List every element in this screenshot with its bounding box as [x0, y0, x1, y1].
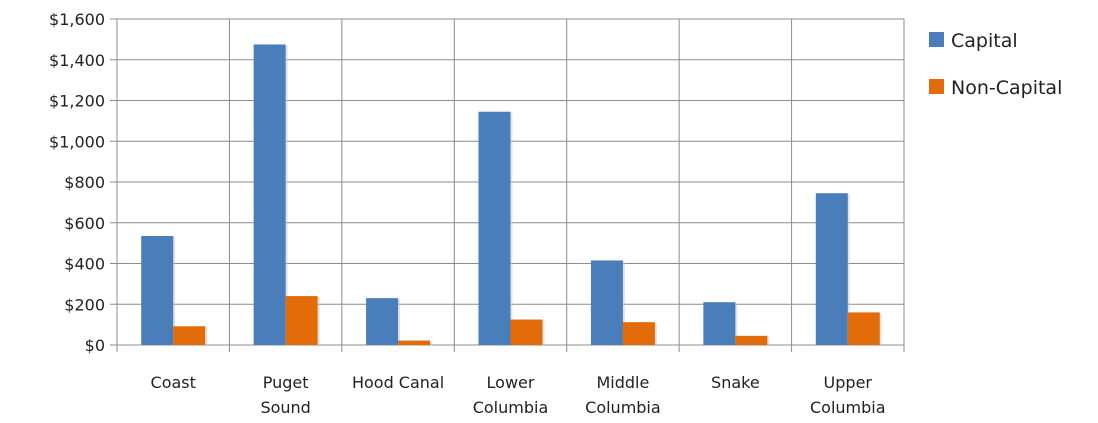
bar-non-capital-1 [285, 296, 318, 345]
legend-swatch [929, 32, 944, 47]
y-tick-label: $600 [64, 214, 105, 233]
y-tick-label: $1,600 [49, 10, 105, 29]
bar-capital-3 [478, 111, 511, 345]
x-tick-label: Columbia [585, 398, 661, 417]
legend-label: Capital [951, 30, 1018, 52]
bar-capital-1 [253, 44, 286, 345]
x-tick-label: Puget [263, 373, 309, 392]
y-tick-label: $200 [64, 295, 105, 314]
x-tick-label: Columbia [810, 398, 886, 417]
bar-capital-2 [366, 298, 399, 345]
y-tick-label: $1,400 [49, 51, 105, 70]
y-tick-label: $1,000 [49, 132, 105, 151]
y-tick-label: $1,200 [49, 92, 105, 111]
x-tick-label: Sound [260, 398, 310, 417]
bar-capital-0 [141, 235, 174, 345]
legend-label: Non-Capital [951, 77, 1062, 99]
x-tick-label: Middle [596, 373, 649, 392]
bar-capital-6 [815, 193, 848, 345]
x-tick-label: Snake [711, 373, 760, 392]
legend-swatch [929, 79, 944, 94]
bar-non-capital-5 [735, 335, 768, 345]
x-tick-label: Upper [824, 373, 873, 392]
bar-non-capital-2 [398, 340, 431, 345]
x-tick-label: Coast [151, 373, 196, 392]
bar-non-capital-0 [173, 326, 206, 345]
y-tick-label: $400 [64, 255, 105, 274]
bar-capital-4 [590, 260, 623, 345]
bar-non-capital-4 [622, 322, 655, 345]
x-tick-label: Columbia [473, 398, 549, 417]
y-tick-label: $0 [85, 336, 105, 355]
bar-capital-5 [703, 302, 736, 345]
bar-non-capital-3 [510, 319, 543, 345]
x-tick-label: Hood Canal [352, 373, 444, 392]
x-tick-label: Lower [487, 373, 535, 392]
bar-non-capital-6 [847, 312, 880, 345]
y-tick-label: $800 [64, 173, 105, 192]
